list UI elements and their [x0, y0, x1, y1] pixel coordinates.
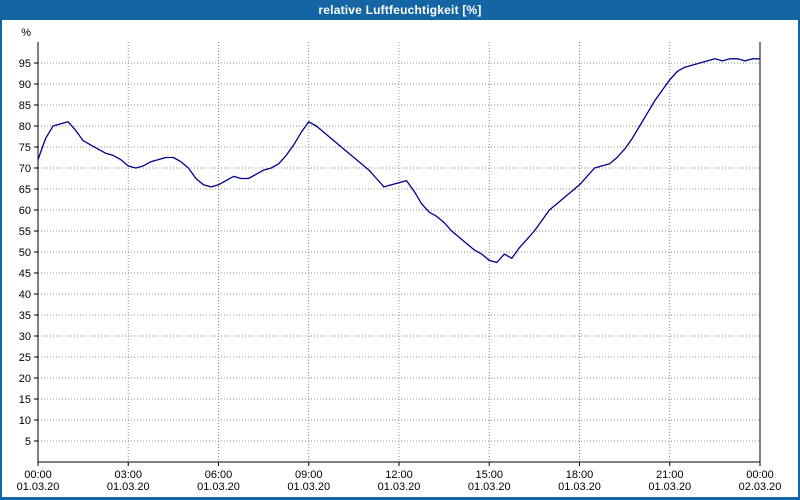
chart-area: 5 10 15 20 25 30 35 40 45 50 55 60 65 70 75 80 85 90 95 00:…: [2, 20, 798, 497]
svg-text:10: 10: [19, 415, 31, 427]
svg-text:15:00: 15:00: [475, 469, 503, 481]
svg-text:15: 15: [19, 394, 31, 406]
svg-text:55: 55: [19, 226, 31, 238]
svg-text:%: %: [21, 27, 31, 39]
svg-text:65: 65: [19, 184, 31, 196]
svg-text:21:00: 21:00: [656, 469, 684, 481]
svg-text:40: 40: [19, 289, 31, 301]
svg-text:09:00: 09:00: [295, 469, 323, 481]
svg-text:01.03.20: 01.03.20: [558, 481, 601, 492]
svg-text:01.03.20: 01.03.20: [378, 481, 421, 492]
svg-text:95: 95: [19, 58, 31, 70]
svg-text:01.03.20: 01.03.20: [468, 481, 511, 492]
svg-text:80: 80: [19, 121, 31, 133]
svg-text:01.03.20: 01.03.20: [197, 481, 240, 492]
svg-text:45: 45: [19, 268, 31, 280]
svg-text:01.03.20: 01.03.20: [648, 481, 691, 492]
bottom-bar: [2, 497, 798, 500]
svg-text:60: 60: [19, 205, 31, 217]
svg-text:01.03.20: 01.03.20: [17, 481, 60, 492]
window-title: relative Luftfeuchtigkeit [%]: [318, 3, 482, 17]
svg-text:90: 90: [19, 79, 31, 91]
svg-text:01.03.20: 01.03.20: [287, 481, 330, 492]
svg-text:50: 50: [19, 247, 31, 259]
svg-text:30: 30: [19, 331, 31, 343]
svg-text:01.03.20: 01.03.20: [107, 481, 150, 492]
svg-text:03:00: 03:00: [114, 469, 142, 481]
svg-text:06:00: 06:00: [205, 469, 233, 481]
svg-text:00:00: 00:00: [746, 469, 774, 481]
window-title-bar: relative Luftfeuchtigkeit [%]: [2, 0, 798, 20]
svg-text:18:00: 18:00: [566, 469, 594, 481]
svg-text:75: 75: [19, 142, 31, 154]
svg-text:35: 35: [19, 310, 31, 322]
svg-text:85: 85: [19, 100, 31, 112]
svg-text:12:00: 12:00: [385, 469, 413, 481]
svg-text:70: 70: [19, 163, 31, 175]
svg-text:00:00: 00:00: [24, 469, 52, 481]
svg-text:5: 5: [25, 436, 31, 448]
svg-text:25: 25: [19, 352, 31, 364]
humidity-chart: 5 10 15 20 25 30 35 40 45 50 55 60 65 70 75 80 85 90 95 00:…: [17, 27, 782, 493]
svg-text:02.03.20: 02.03.20: [739, 481, 782, 492]
svg-text:20: 20: [19, 373, 31, 385]
